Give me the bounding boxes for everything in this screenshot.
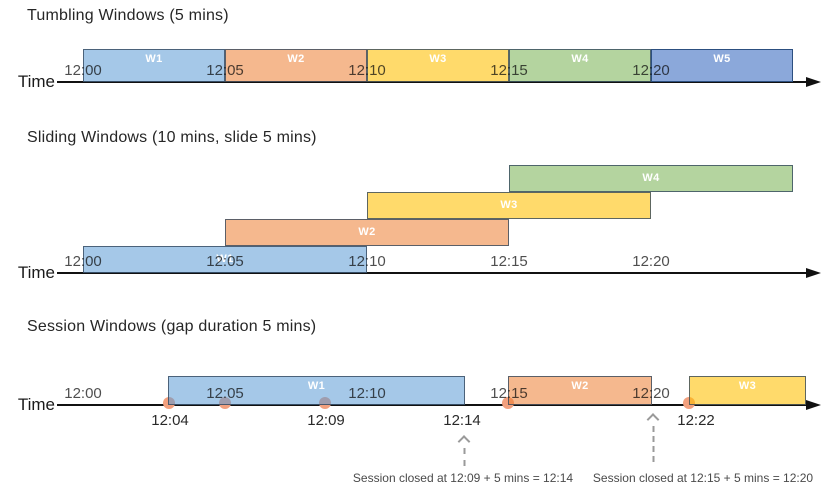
- window-box: W3: [367, 192, 651, 219]
- window-box: W4: [509, 49, 651, 82]
- window-label: W3: [500, 199, 518, 211]
- dashed-up-arrow: [646, 413, 660, 462]
- event-time-label: 12:14: [443, 412, 481, 429]
- section-title-tumbling: Tumbling Windows (5 mins): [27, 7, 229, 24]
- window-label: W4: [571, 53, 589, 65]
- event-time-label: 12:09: [307, 412, 345, 429]
- tick-label: 12:15: [490, 385, 528, 402]
- tick-label: 12:10: [348, 385, 386, 402]
- tick-label: 12:00: [64, 253, 102, 270]
- window-box: W1: [83, 49, 225, 82]
- section-title-sliding: Sliding Windows (10 mins, slide 5 mins): [27, 129, 317, 146]
- arrow-up-icon: [646, 413, 660, 426]
- event-time-label: 12:22: [677, 412, 715, 429]
- window-label: W2: [571, 380, 589, 392]
- window-box: W3: [367, 49, 509, 82]
- timeline-axis: [57, 404, 806, 406]
- time-axis-label: Time: [17, 263, 55, 282]
- tick-label: 12:15: [490, 253, 528, 270]
- window-box: W1: [83, 246, 367, 273]
- dashed-line: [463, 448, 465, 466]
- tick-label: 12:20: [632, 62, 670, 79]
- window-label: W5: [713, 53, 731, 65]
- timeline-axis: [57, 272, 806, 274]
- window-box: W5: [651, 49, 793, 82]
- tick-label: 12:10: [348, 253, 386, 270]
- window-label: W1: [307, 380, 326, 392]
- window-label: W1: [145, 53, 163, 65]
- dashed-up-arrow: [457, 435, 471, 466]
- window-label: W3: [738, 380, 757, 392]
- session-annotation: Session closed at 12:15 + 5 mins = 12:20: [592, 471, 814, 485]
- timeline-axis: [57, 81, 806, 83]
- axis-arrowhead-icon: [806, 76, 821, 87]
- window-box: W3: [689, 376, 806, 405]
- window-box: W1: [168, 376, 465, 405]
- tick-label: 12:05: [206, 253, 244, 270]
- window-label: W4: [642, 172, 660, 184]
- event-time-label: 12:04: [151, 412, 189, 429]
- session-annotation: Session closed at 12:09 + 5 mins = 12:14: [352, 471, 574, 485]
- tick-label: 12:05: [206, 62, 244, 79]
- section-title-session: Session Windows (gap duration 5 mins): [27, 318, 317, 335]
- window-label: W3: [429, 53, 447, 65]
- window-box: W2: [508, 376, 652, 405]
- window-box: W4: [509, 165, 793, 192]
- window-box: W2: [225, 219, 509, 246]
- window-box: W2: [225, 49, 367, 82]
- time-axis-label: Time: [17, 395, 55, 414]
- tick-label: 12:15: [490, 62, 528, 79]
- tick-label: 12:10: [348, 62, 386, 79]
- window-label: W1: [216, 253, 234, 265]
- tick-label: 12:05: [206, 385, 244, 402]
- axis-arrowhead-icon: [806, 399, 821, 410]
- tick-label: 12:20: [632, 253, 670, 270]
- axis-arrowhead-icon: [806, 267, 821, 278]
- time-axis-label: Time: [17, 72, 55, 91]
- tick-label: 12:00: [64, 62, 102, 79]
- tick-label: 12:00: [64, 385, 102, 402]
- dashed-line: [652, 426, 654, 462]
- window-label: W2: [287, 53, 305, 65]
- window-label: W2: [358, 226, 376, 238]
- tick-label: 12:20: [632, 385, 670, 402]
- arrow-up-icon: [457, 435, 471, 448]
